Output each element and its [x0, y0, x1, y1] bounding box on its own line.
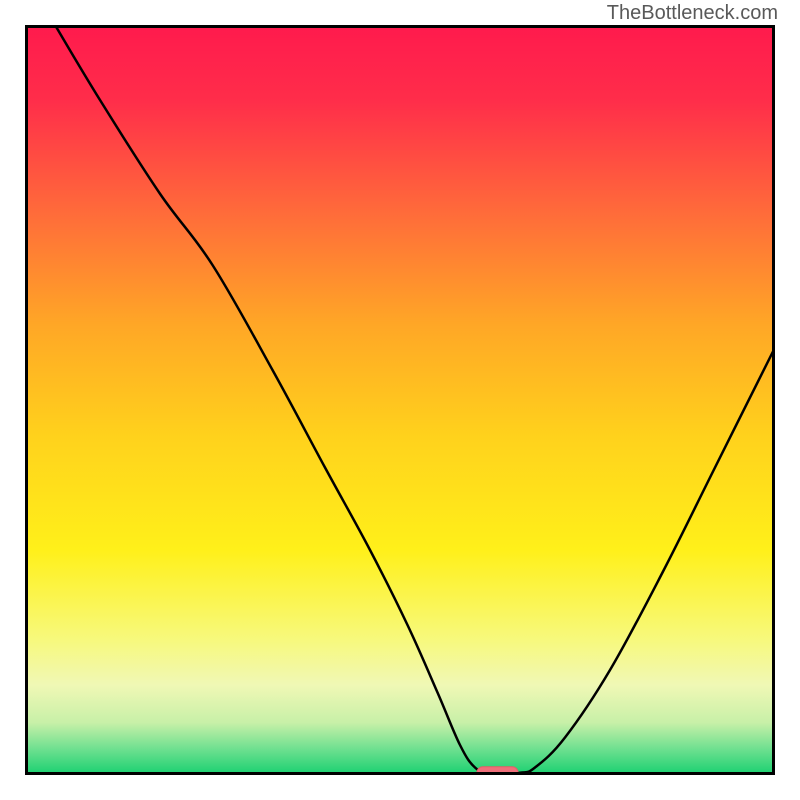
chart-container: TheBottleneck.com — [0, 0, 800, 800]
watermark-text: TheBottleneck.com — [607, 2, 778, 25]
gradient-background — [25, 25, 775, 775]
plot-svg — [25, 25, 775, 775]
plot-area — [25, 25, 775, 775]
